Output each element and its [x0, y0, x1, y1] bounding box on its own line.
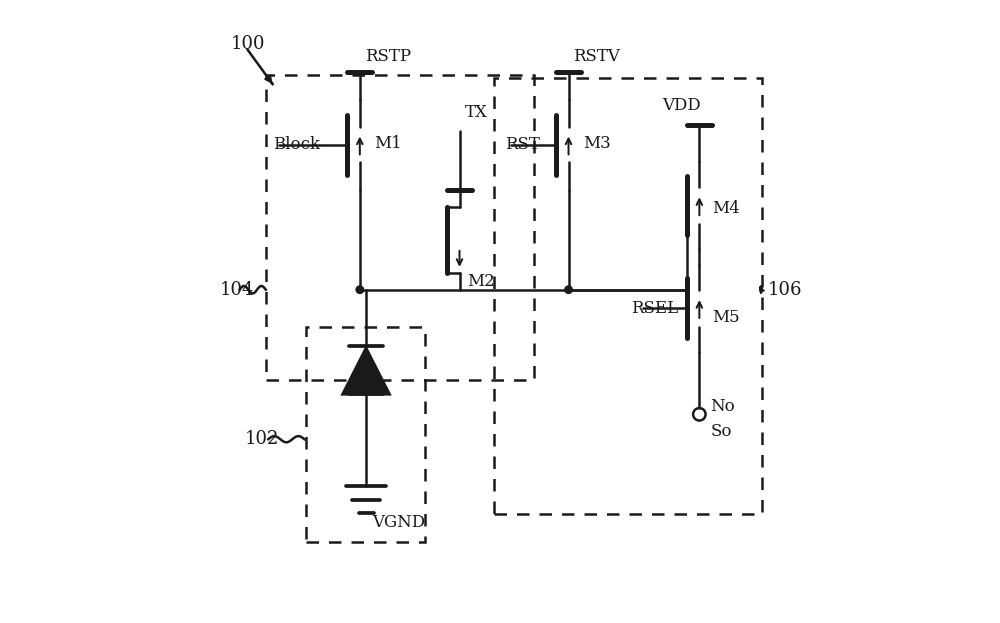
Circle shape — [565, 286, 572, 293]
Circle shape — [356, 286, 364, 293]
Polygon shape — [342, 348, 390, 394]
Text: RSEL: RSEL — [631, 300, 678, 317]
Text: RST: RST — [505, 136, 540, 153]
Bar — [266, 75, 534, 380]
Text: M2: M2 — [467, 273, 495, 290]
Text: So: So — [711, 422, 732, 440]
Text: M5: M5 — [712, 309, 739, 326]
Text: 104: 104 — [220, 281, 254, 298]
Text: 106: 106 — [768, 281, 802, 298]
Text: M1: M1 — [374, 135, 402, 152]
Text: 102: 102 — [245, 430, 279, 448]
Text: VGND: VGND — [372, 513, 425, 531]
Bar — [306, 327, 425, 542]
Text: M3: M3 — [583, 135, 611, 152]
Text: VDD: VDD — [662, 97, 701, 115]
Text: TX: TX — [464, 103, 487, 121]
Text: RSTV: RSTV — [574, 47, 620, 65]
Text: No: No — [711, 397, 735, 415]
Bar — [494, 78, 762, 514]
Text: RSTP: RSTP — [365, 47, 411, 65]
Text: 100: 100 — [231, 35, 265, 52]
Text: M4: M4 — [712, 200, 740, 217]
Text: Block: Block — [273, 136, 320, 153]
